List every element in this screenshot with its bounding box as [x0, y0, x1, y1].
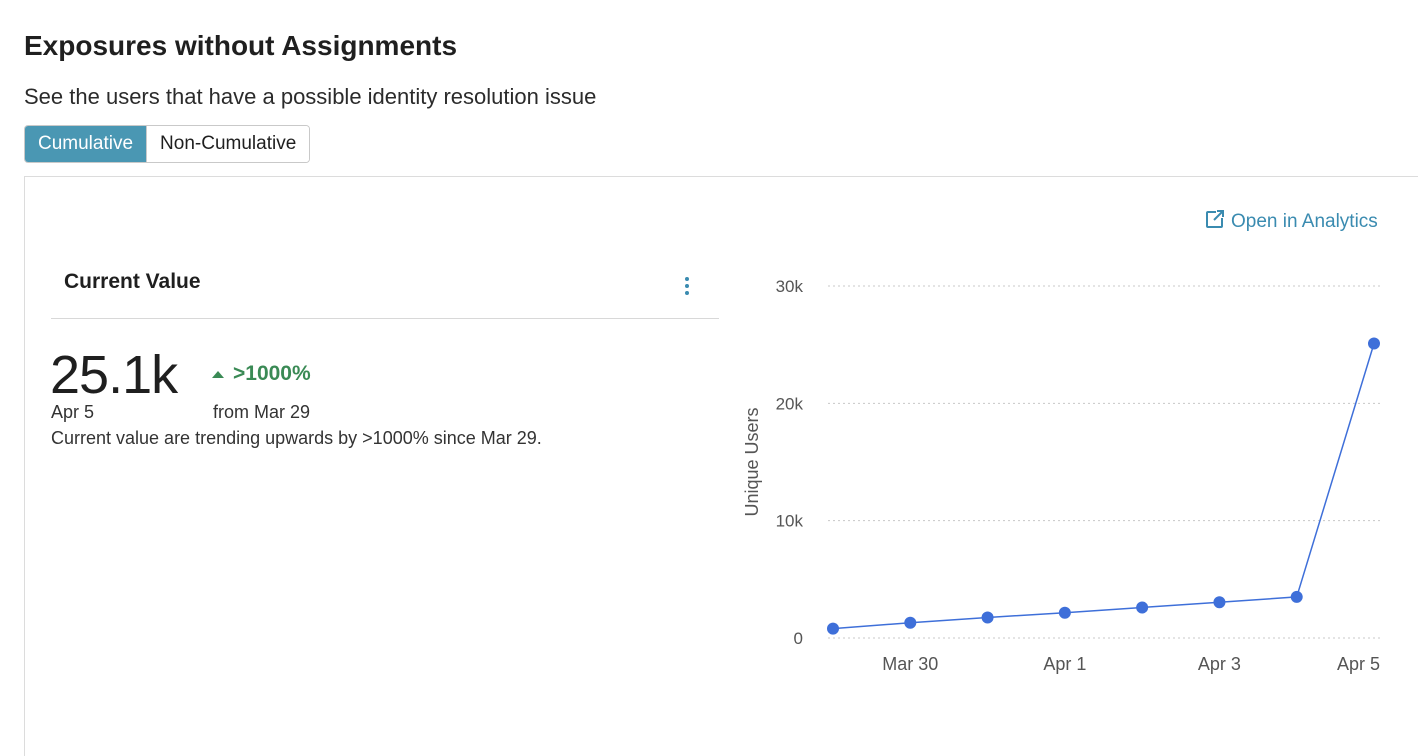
trend-description: Current value are trending upwards by >1…	[51, 428, 542, 448]
current-value: 25.1k	[50, 345, 178, 405]
card-title: Current Value	[64, 270, 201, 293]
current-value-date: Apr 5	[51, 402, 95, 422]
toggle-cumulative[interactable]: Cumulative	[25, 126, 147, 162]
x-tick-label: Apr 5	[1337, 654, 1380, 674]
kebab-menu-icon[interactable]	[677, 274, 697, 298]
data-point	[904, 616, 917, 629]
external-link-icon	[1205, 209, 1225, 235]
page-title: Exposures without Assignments	[24, 30, 458, 61]
page-subtitle: See the users that have a possible ident…	[24, 84, 597, 109]
metric-panel	[24, 176, 1418, 756]
x-tick-label: Apr 1	[1043, 654, 1086, 674]
data-point	[1058, 606, 1071, 619]
open-in-analytics-label: Open in Analytics	[1231, 211, 1378, 232]
data-point	[981, 611, 994, 624]
data-point	[1290, 590, 1303, 603]
card-header: Current Value	[51, 254, 719, 319]
series-line	[832, 343, 1375, 630]
data-point	[1368, 337, 1380, 350]
toggle-non-cumulative[interactable]: Non-Cumulative	[146, 126, 310, 162]
x-tick-label: Mar 30	[882, 654, 938, 674]
cumulative-toggle: Cumulative Non-Cumulative	[24, 125, 311, 163]
y-tick-label: 10k	[776, 512, 804, 531]
y-tick-label: 30k	[776, 277, 804, 296]
delta-value: >1000%	[233, 362, 311, 385]
delta-from: from Mar 29	[213, 402, 311, 422]
data-point	[827, 622, 839, 635]
y-tick-label: 20k	[776, 394, 804, 413]
open-in-analytics-link[interactable]: Open in Analytics	[1205, 209, 1378, 235]
data-point	[1213, 596, 1226, 609]
triangle-up-icon	[212, 370, 224, 378]
y-tick-label: 0	[794, 629, 803, 648]
delta-indicator: >1000%	[212, 362, 311, 386]
line-chart: 0 10k 20k 30k Unique Users Mar 30 Apr 1 Apr 3 Ap…	[742, 277, 1380, 674]
x-tick-label: Apr 3	[1198, 654, 1241, 674]
y-axis-label: Unique Users	[742, 407, 762, 516]
data-point	[1136, 601, 1149, 614]
